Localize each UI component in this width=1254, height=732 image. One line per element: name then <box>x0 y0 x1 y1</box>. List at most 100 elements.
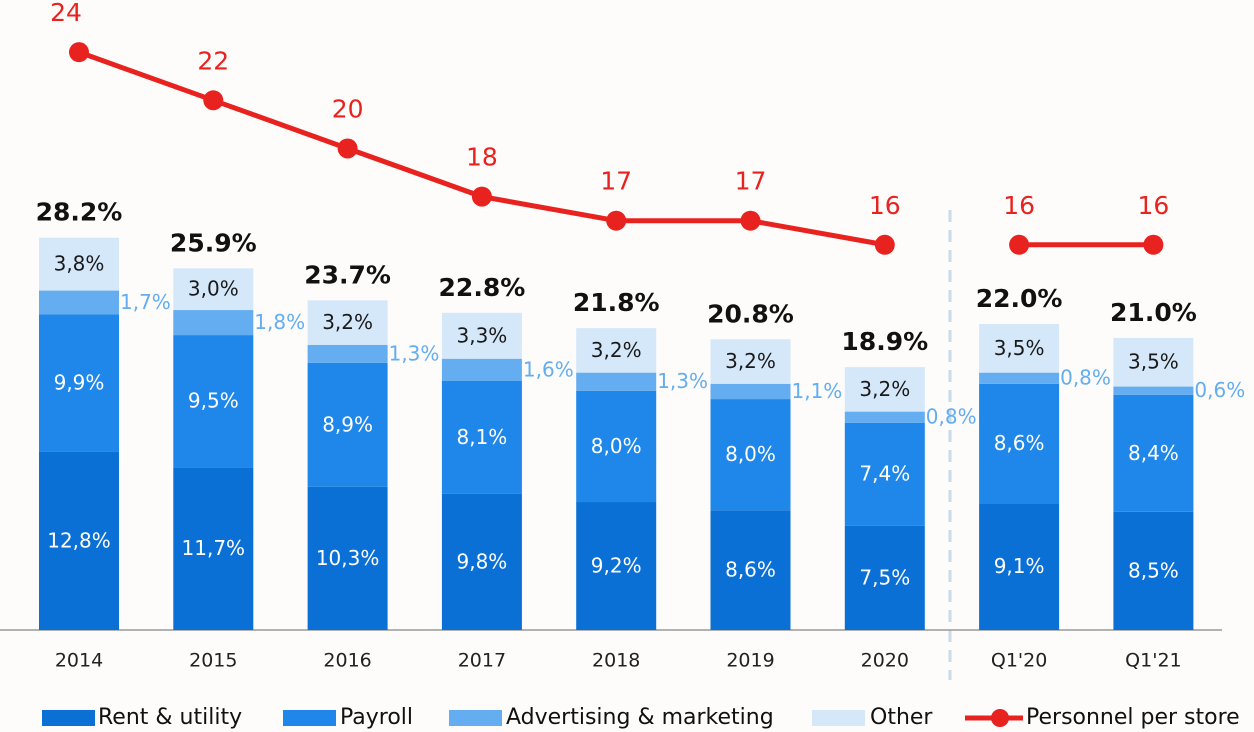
line-label: 17 <box>735 167 767 196</box>
legend-swatch <box>991 709 1009 727</box>
x-tick-label: 2018 <box>592 650 640 672</box>
data-label: 11,7% <box>182 536 246 560</box>
data-label: 1,3% <box>657 369 708 393</box>
legend-label: Personnel per store <box>1026 705 1240 730</box>
data-label: 8,9% <box>322 412 373 436</box>
bar-segment <box>576 328 657 373</box>
data-label: 0,6% <box>1194 378 1245 402</box>
x-tick-label: 2014 <box>55 650 103 672</box>
bar-segment <box>39 451 119 630</box>
line-label: 16 <box>1003 191 1035 220</box>
bar-segment <box>979 323 1060 373</box>
bar-segment <box>710 399 791 511</box>
line-label: 20 <box>332 94 364 123</box>
legend-label: Advertising & marketing <box>506 705 774 730</box>
line-label: 24 <box>50 0 82 27</box>
x-tick-label: 2019 <box>726 650 774 672</box>
line-point <box>1009 234 1030 255</box>
data-label: 1,1% <box>792 379 843 403</box>
data-label: 9,9% <box>54 371 105 395</box>
bar-segment <box>307 300 388 345</box>
total-label: 25.9% <box>170 228 257 257</box>
bar-segment <box>441 358 522 381</box>
bar-segment <box>39 314 119 452</box>
line-point <box>1143 234 1164 255</box>
bar-segment <box>1113 511 1194 630</box>
bar-segment <box>710 510 791 630</box>
bar-segment <box>39 290 119 315</box>
data-label: 0,8% <box>926 405 977 429</box>
bar-segment <box>307 486 388 630</box>
data-label: 8,6% <box>725 558 776 582</box>
legend-swatch <box>812 710 865 726</box>
bar-segment <box>307 344 388 363</box>
bar-segment <box>576 502 657 630</box>
bar-segment <box>576 372 657 391</box>
data-label: 3,2% <box>859 377 910 401</box>
data-label: 7,5% <box>859 565 910 589</box>
total-label: 20.8% <box>707 299 794 328</box>
data-label: 3,2% <box>725 349 776 373</box>
line-label: 22 <box>197 46 229 75</box>
bar-segment <box>844 525 925 630</box>
bar-segment <box>173 310 254 336</box>
line-point <box>337 138 358 159</box>
data-label: 3,3% <box>456 323 507 347</box>
data-label: 0,8% <box>1060 366 1111 390</box>
data-label: 8,1% <box>456 425 507 449</box>
bar-segment <box>979 372 1060 384</box>
line-point <box>740 210 761 231</box>
bar-segment <box>39 237 119 291</box>
line-point <box>874 234 895 255</box>
line-point <box>69 42 89 63</box>
bar-segment <box>979 503 1060 630</box>
line-point <box>471 186 492 207</box>
data-label: 8,4% <box>1128 441 1179 465</box>
x-tick-label: 2020 <box>861 650 909 672</box>
bar-segment <box>844 411 925 423</box>
x-tick-label: 2017 <box>458 650 506 672</box>
data-label: 12,8% <box>47 528 111 552</box>
bar-segment <box>441 493 522 630</box>
total-label: 28.2% <box>36 198 123 227</box>
legend-label: Other <box>870 705 933 730</box>
legend-swatch <box>42 710 95 726</box>
data-label: 9,2% <box>591 554 642 578</box>
data-label: 8,6% <box>994 431 1045 455</box>
data-label: 3,0% <box>188 277 239 301</box>
data-label: 8,0% <box>725 442 776 466</box>
bar-segment <box>576 390 657 503</box>
legend-swatch <box>283 710 336 726</box>
x-tick-label: Q1'21 <box>1125 650 1181 672</box>
bar-segment <box>844 422 925 526</box>
x-tick-label: Q1'20 <box>991 650 1047 672</box>
x-tick-label: 2015 <box>189 650 237 672</box>
data-label: 1,6% <box>523 357 574 381</box>
total-label: 21.8% <box>573 288 660 317</box>
bar-segment <box>307 362 388 487</box>
data-label: 3,2% <box>322 310 373 334</box>
line-point <box>606 210 627 231</box>
bar-segment <box>441 380 522 494</box>
data-label: 3,5% <box>994 336 1045 360</box>
data-label: 3,8% <box>54 252 105 276</box>
total-label: 21.0% <box>1110 298 1197 327</box>
data-label: 1,8% <box>254 310 305 334</box>
legend-swatch <box>449 710 502 726</box>
total-label: 22.0% <box>976 284 1063 313</box>
data-label: 7,4% <box>859 462 910 486</box>
total-label: 18.9% <box>841 327 928 356</box>
bar-segment <box>844 367 925 412</box>
bar-segment <box>173 467 254 630</box>
data-label: 3,5% <box>1128 350 1179 374</box>
line-label: 16 <box>1137 191 1169 220</box>
data-label: 3,2% <box>591 338 642 362</box>
data-label: 9,5% <box>188 389 239 413</box>
bar-segment <box>1113 394 1194 512</box>
data-label: 1,7% <box>120 290 171 314</box>
bar-segment <box>979 383 1060 504</box>
bar-segment <box>173 335 254 468</box>
bar-segment <box>710 383 791 400</box>
line-point <box>203 90 224 111</box>
data-label: 8,0% <box>591 434 642 458</box>
